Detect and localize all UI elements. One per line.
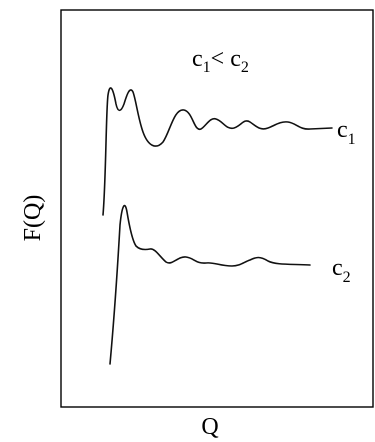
curve-c2-label: c2 (332, 255, 351, 286)
curve-c2 (109, 204, 311, 365)
y-axis-label: F(Q) (20, 195, 46, 242)
plot-frame (60, 9, 374, 408)
curve-c1-label: c1 (337, 117, 356, 148)
condition-label: c1< c2 (192, 46, 249, 76)
curve-c1 (102, 87, 333, 216)
x-axis-label: Q (201, 414, 218, 440)
